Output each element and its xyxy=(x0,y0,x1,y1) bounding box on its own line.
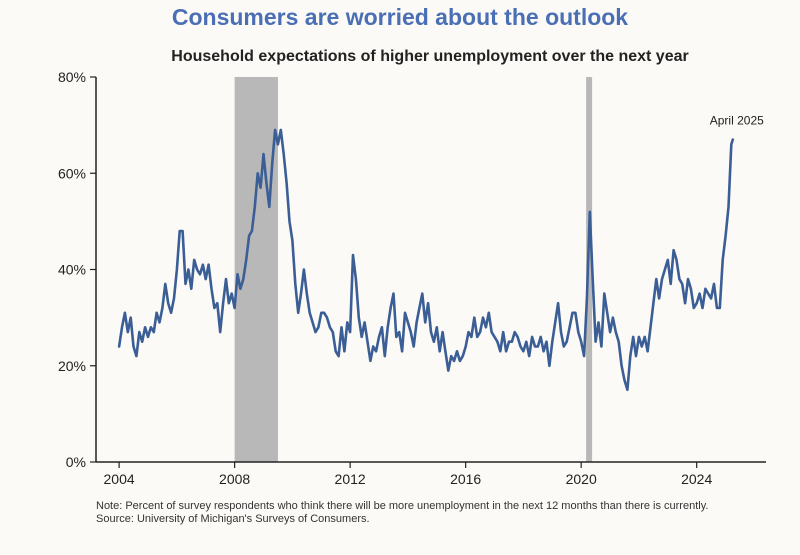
note-text: Note: Percent of survey respondents who … xyxy=(96,500,709,512)
x-tick-label: 2008 xyxy=(219,471,250,487)
x-tick-label: 2020 xyxy=(566,471,597,487)
x-tick-label: 2016 xyxy=(450,471,481,487)
y-tick-label: 80% xyxy=(58,69,86,85)
chart-footnote: Note: Percent of survey respondents who … xyxy=(96,500,786,526)
recession-shade-0 xyxy=(234,77,278,462)
y-tick-label: 20% xyxy=(58,358,86,374)
y-tick-label: 60% xyxy=(58,165,86,181)
source-text: Source: University of Michigan's Surveys… xyxy=(96,513,370,525)
series-line-0 xyxy=(117,128,735,392)
x-tick-label: 2012 xyxy=(335,471,366,487)
x-tick-label: 2024 xyxy=(681,471,712,487)
chart-subtitle: Household expectations of higher unemplo… xyxy=(171,48,689,65)
y-tick-label: 0% xyxy=(66,454,86,470)
chart-title: Consumers are worried about the outlook xyxy=(171,4,629,30)
annotation-label: April 2025 xyxy=(710,114,764,128)
x-tick-label: 2004 xyxy=(104,471,135,487)
y-tick-label: 40% xyxy=(58,262,86,278)
